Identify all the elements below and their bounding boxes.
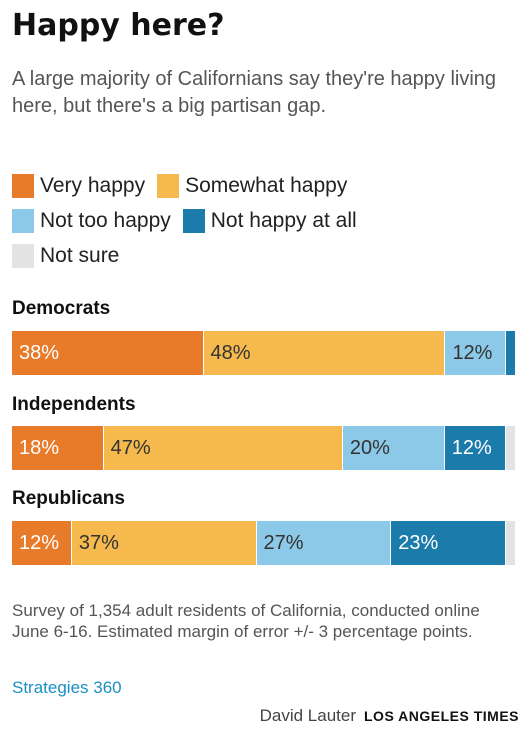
legend-item-not-too-happy: Not too happy [12,209,171,233]
legend-label: Not happy at all [210,209,357,232]
bar-segment [505,331,516,375]
data-label: 23% [398,531,439,554]
legend-swatch [157,174,180,198]
group-label-independents: Independents [12,394,136,415]
bar-segment: 20% [342,426,445,470]
bar-republicans: 12% 37% 27% 23% [12,521,516,565]
legend-row: Very happy Somewhat happy [12,172,522,200]
bar-segment: 38% [12,331,204,375]
group-label-republicans: Republicans [12,488,125,509]
legend-swatch [12,244,34,268]
group-label-democrats: Democrats [12,298,111,319]
legend-row: Not too happy Not happy at all [12,207,522,235]
organization-logo-text: LOS ANGELES TIMES [364,708,519,724]
legend-swatch [12,174,34,198]
bar-segment: 27% [256,521,392,565]
data-label: 12% [19,531,60,554]
legend-swatch [12,209,34,233]
byline: David Lauter [259,706,356,725]
legend-item-not-sure: Not sure [12,244,119,268]
data-label: 37% [78,531,119,554]
legend-label: Somewhat happy [185,174,348,197]
legend-item-somewhat-happy: Somewhat happy [157,174,347,198]
data-label: 12% [451,436,492,459]
bar-segment: 12% [12,521,72,565]
data-label: 47% [110,436,151,459]
bar-independents: 18% 47% 20% 12% [12,426,516,470]
bar-segment: 23% [391,521,506,565]
data-label: 38% [19,341,60,364]
bar-segment: 12% [444,426,506,470]
legend-label: Very happy [40,174,146,197]
credit-row: David Lauter LOS ANGELES TIMES [260,706,519,726]
bar-democrats: 38% 48% 12% [12,331,516,375]
bar-segment: 47% [103,426,343,470]
footnote: Survey of 1,354 adult residents of Calif… [12,601,480,641]
legend-label: Not too happy [40,209,171,232]
bar-segment: 12% [445,331,506,375]
legend: Very happy Somewhat happy Not too happy … [12,172,522,277]
bar-segment [505,426,516,470]
data-label: 20% [349,436,390,459]
bar-segment [506,521,516,565]
chart-subtitle: A large majority of Californians say the… [12,68,497,117]
bar-segment: 18% [12,426,104,470]
legend-item-very-happy: Very happy [12,174,145,198]
bar-segment: 37% [71,521,257,565]
legend-item-not-happy-at-all: Not happy at all [182,209,357,233]
chart-title: Happy here? [12,8,225,43]
legend-label: Not sure [40,244,120,267]
data-label: 27% [263,531,304,554]
legend-row: Not sure [12,242,522,270]
data-label: 18% [19,436,60,459]
data-label: 48% [210,341,251,364]
bar-segment: 48% [203,331,446,375]
source-label: Strategies 360 [12,678,122,697]
legend-swatch [182,209,205,233]
data-label: 12% [452,341,493,364]
